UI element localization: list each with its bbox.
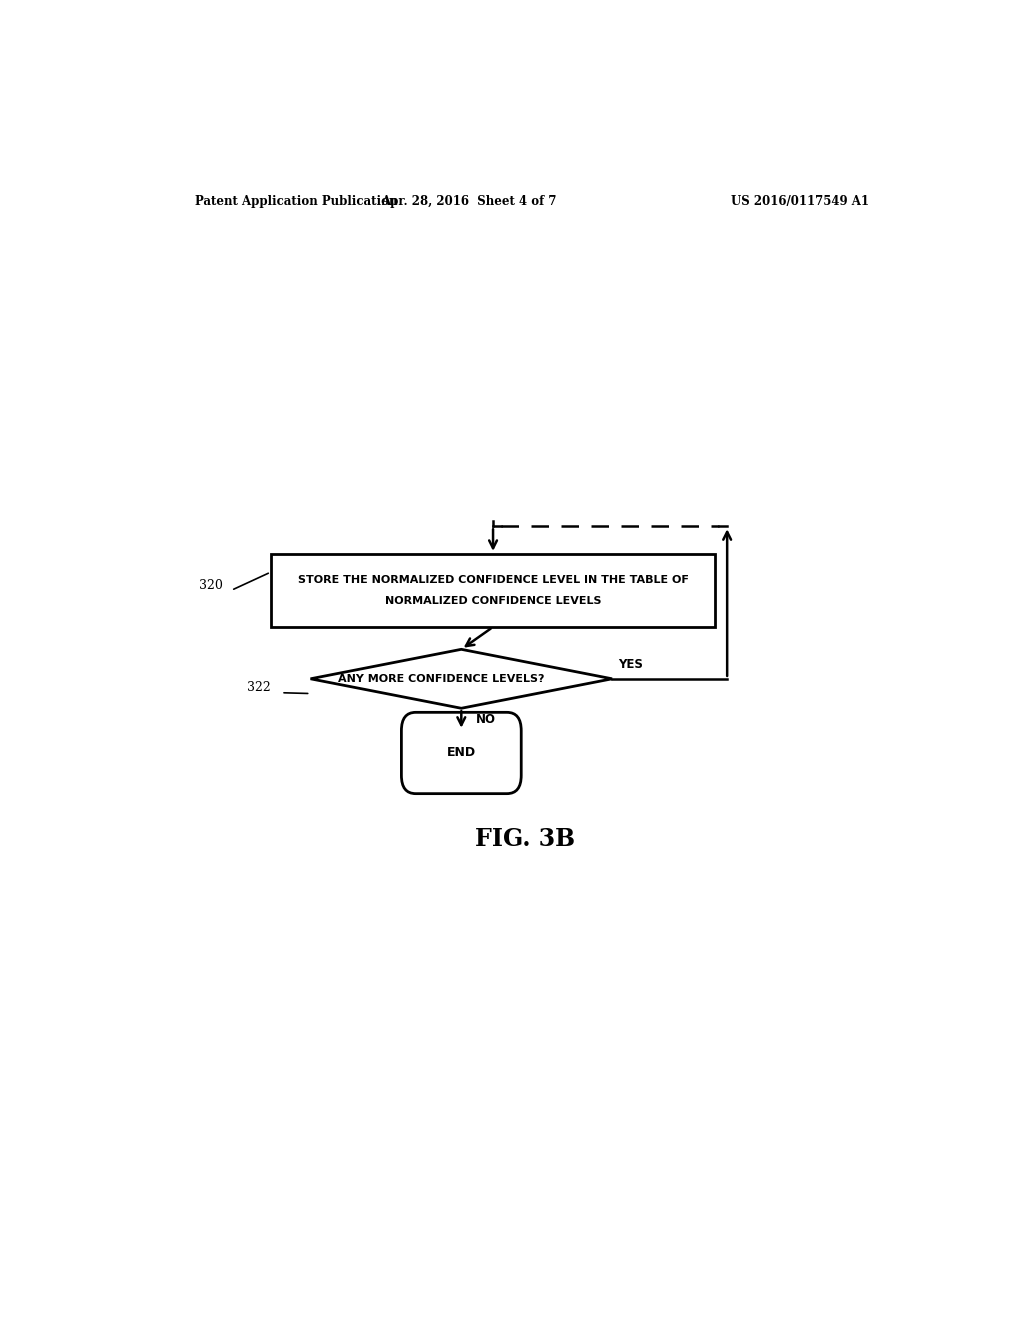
Text: Apr. 28, 2016  Sheet 4 of 7: Apr. 28, 2016 Sheet 4 of 7 (382, 194, 557, 207)
Text: YES: YES (618, 657, 643, 671)
FancyBboxPatch shape (270, 554, 715, 627)
Text: ANY MORE CONFIDENCE LEVELS?: ANY MORE CONFIDENCE LEVELS? (338, 673, 545, 684)
Polygon shape (310, 649, 612, 709)
Text: 320: 320 (200, 578, 223, 591)
Text: STORE THE NORMALIZED CONFIDENCE LEVEL IN THE TABLE OF: STORE THE NORMALIZED CONFIDENCE LEVEL IN… (298, 576, 688, 585)
Text: Patent Application Publication: Patent Application Publication (196, 194, 398, 207)
Text: 322: 322 (247, 681, 270, 694)
Text: US 2016/0117549 A1: US 2016/0117549 A1 (731, 194, 869, 207)
FancyBboxPatch shape (401, 713, 521, 793)
Text: FIG. 3B: FIG. 3B (475, 828, 574, 851)
Text: NO: NO (475, 713, 496, 726)
Text: END: END (446, 747, 476, 759)
Text: NORMALIZED CONFIDENCE LEVELS: NORMALIZED CONFIDENCE LEVELS (385, 595, 601, 606)
